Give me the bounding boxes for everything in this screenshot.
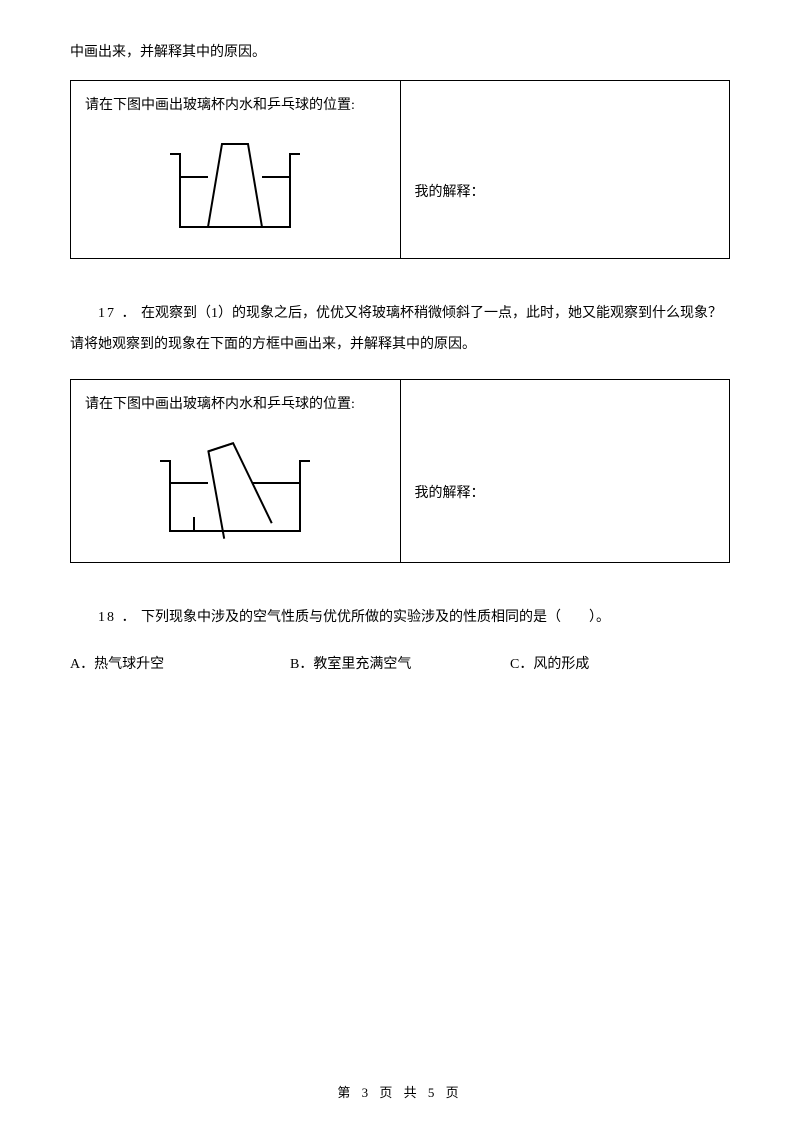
exp2-right-cell: 我的解释： [400,379,730,562]
intro-continuation: 中画出来，并解释其中的原因。 [70,40,730,65]
exp2-left-cell: 请在下图中画出玻璃杯内水和乒乓球的位置: [71,379,401,562]
experiment-box-2: 请在下图中画出玻璃杯内水和乒乓球的位置: [70,379,730,563]
exp2-right-label: 我的解释： [415,435,716,506]
q17-text: 在观察到（1）的现象之后，优优又将玻璃杯稍微倾斜了一点，此时，她又能观察到什么现… [70,306,722,352]
q18-number: 18 ． [98,610,138,625]
q18-options: A．热气球升空 B．教室里充满空气 C．风的形成 [70,652,730,677]
page-footer: 第 3 页 共 5 页 [0,1081,800,1104]
exp2-diagram [85,427,386,550]
exp2-left-title: 请在下图中画出玻璃杯内水和乒乓球的位置: [85,392,386,417]
beaker-tilted-icon [140,431,330,546]
experiment-box-1: 请在下图中画出玻璃杯内水和乒乓球的位置: 我的解释： [70,80,730,259]
exp1-left-cell: 请在下图中画出玻璃杯内水和乒乓球的位置: [71,81,401,259]
exp1-left-title: 请在下图中画出玻璃杯内水和乒乓球的位置: [85,93,386,118]
q18-option-a: A．热气球升空 [70,652,290,677]
q17-number: 17 ． [98,306,138,321]
exp1-right-cell: 我的解释： [400,81,730,259]
beaker-upright-icon [150,132,320,242]
exp1-right-label: 我的解释： [415,134,716,205]
question-17: 17 ． 在观察到（1）的现象之后，优优又将玻璃杯稍微倾斜了一点，此时，她又能观… [70,299,730,361]
exp1-diagram [85,128,386,246]
q18-option-b: B．教室里充满空气 [290,652,510,677]
q18-text: 下列现象中涉及的空气性质与优优所做的实验涉及的性质相同的是（ ）。 [141,610,610,625]
question-18: 18 ． 下列现象中涉及的空气性质与优优所做的实验涉及的性质相同的是（ ）。 [70,603,730,634]
q18-option-c: C．风的形成 [510,652,589,677]
